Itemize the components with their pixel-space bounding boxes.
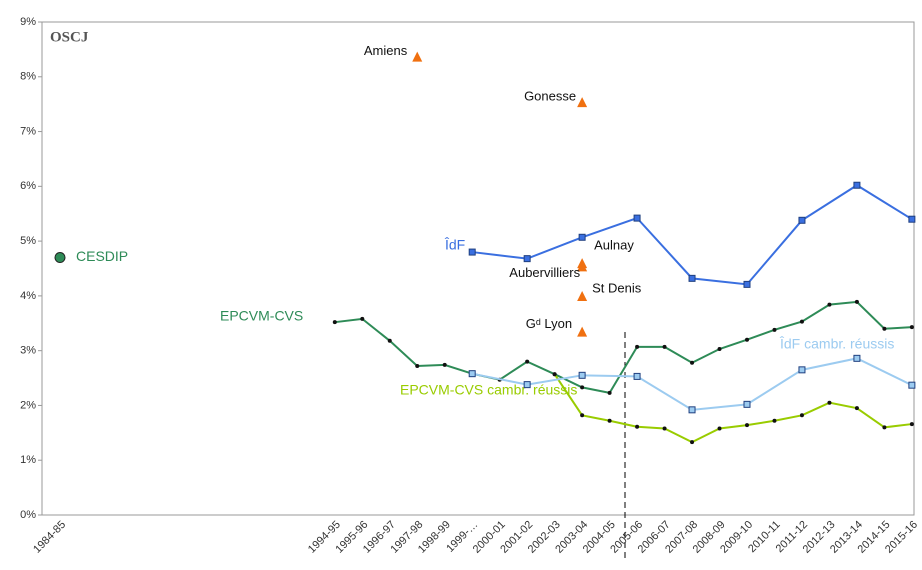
point	[909, 422, 914, 427]
point	[799, 413, 804, 418]
point	[882, 425, 887, 430]
point	[688, 406, 696, 414]
point-label: Aulnay	[594, 238, 634, 253]
point	[798, 366, 806, 374]
point	[743, 400, 751, 408]
point	[580, 413, 585, 418]
point	[635, 344, 640, 349]
y-tick-label: 1%	[20, 454, 36, 466]
y-tick-label: 4%	[20, 290, 36, 302]
point	[523, 381, 531, 389]
y-tick-label: 7%	[20, 125, 36, 137]
point	[690, 360, 695, 365]
y-tick-label: 8%	[20, 71, 36, 83]
y-tick-label: 5%	[20, 235, 36, 247]
point	[743, 280, 751, 288]
point-label: Gonesse	[524, 89, 576, 104]
point	[827, 400, 832, 405]
series-label: ÎdF	[444, 237, 465, 253]
point	[577, 261, 588, 272]
point	[690, 440, 695, 445]
point-label: St Denis	[592, 280, 642, 295]
point	[578, 371, 586, 379]
point	[717, 426, 722, 431]
point	[468, 370, 476, 378]
y-tick-label: 2%	[20, 399, 36, 411]
point	[688, 274, 696, 282]
plot-frame	[41, 21, 915, 516]
point	[854, 299, 859, 304]
point	[772, 327, 777, 332]
point	[745, 423, 749, 428]
point	[577, 290, 588, 301]
y-tick-label: 6%	[20, 180, 36, 192]
point	[332, 320, 337, 325]
point	[607, 418, 612, 423]
point	[798, 216, 806, 224]
point	[54, 252, 66, 264]
point	[827, 302, 832, 307]
series-label: EPCVM-CVS cambr. réussis	[400, 382, 577, 398]
point	[635, 424, 640, 429]
y-tick-label: 9%	[20, 16, 36, 28]
point	[633, 214, 641, 222]
point-label: Gᵈ Lyon	[526, 316, 572, 331]
point	[882, 326, 887, 331]
point	[577, 97, 588, 108]
point	[745, 337, 749, 342]
point-label: CESDIP	[76, 248, 128, 264]
point	[580, 385, 585, 390]
point	[633, 372, 641, 380]
point	[412, 51, 423, 62]
point	[908, 215, 916, 223]
point	[525, 359, 530, 364]
point	[853, 354, 861, 362]
y-tick-label: 0%	[20, 509, 36, 521]
point	[468, 248, 476, 256]
point	[772, 418, 777, 423]
series-label: EPCVM-CVS	[220, 308, 303, 324]
point	[552, 372, 557, 377]
point	[578, 233, 586, 241]
point	[799, 319, 804, 324]
point	[853, 181, 861, 189]
point	[717, 347, 722, 352]
point	[577, 326, 588, 337]
series-label: ÎdF cambr. réussis	[779, 336, 894, 352]
y-tick-label: 3%	[20, 345, 36, 357]
series-line	[553, 373, 912, 444]
logo: OSCJ	[50, 29, 89, 45]
series-line	[334, 300, 912, 394]
point	[442, 362, 447, 367]
point	[908, 381, 916, 389]
point	[415, 364, 420, 369]
point	[360, 316, 365, 321]
point	[909, 325, 914, 330]
point	[854, 406, 859, 411]
point-label: Amiens	[364, 43, 408, 58]
point-label: Aubervilliers	[509, 265, 580, 280]
point	[607, 390, 612, 395]
point	[662, 344, 667, 349]
point	[662, 426, 667, 431]
point	[387, 338, 392, 343]
x-tick-label: 1984-85	[31, 519, 68, 556]
point	[523, 255, 531, 263]
